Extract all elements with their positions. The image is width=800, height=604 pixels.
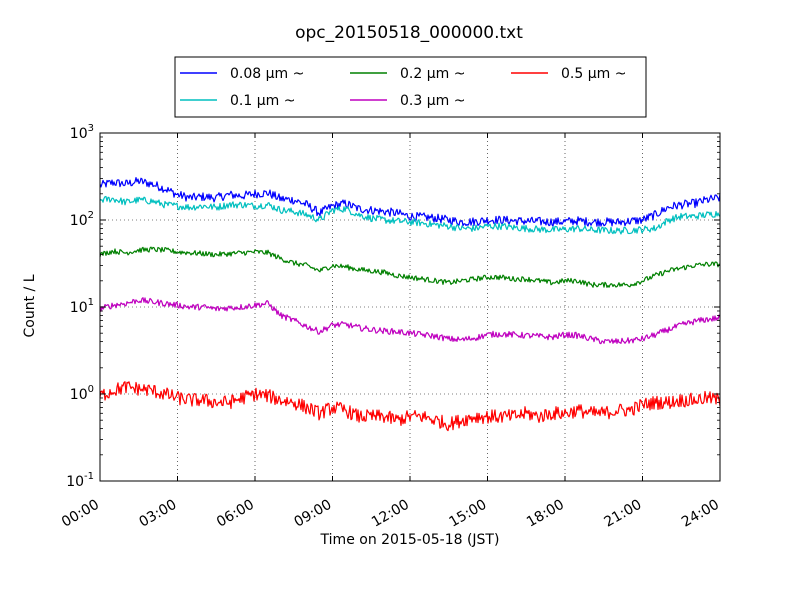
y-tick-label: 103 (70, 123, 94, 142)
x-tick-label: 21:00 (602, 497, 645, 531)
axis-ticks: 00:00 03:00 06:00 09:00 12:00 15:00 18:00 21:00… (59, 123, 722, 531)
legend-label: 0.2 μm ~ (400, 66, 465, 82)
x-tick-label: 00:00 (59, 497, 102, 531)
y-tick-exponent: 3 (88, 123, 94, 134)
x-tick-label: 12:00 (369, 497, 412, 531)
chart-title: opc_20150518_000000.txt (295, 23, 523, 43)
y-tick-base: 10 (66, 474, 84, 490)
legend-label: 0.1 μm ~ (230, 93, 295, 109)
x-tick-label: 24:00 (679, 497, 722, 531)
y-tick-label: 10-1 (66, 471, 94, 490)
y-tick-exponent: 1 (88, 297, 94, 308)
y-tick-exponent: -1 (84, 471, 94, 482)
series-line (99, 381, 721, 432)
y-tick-label: 101 (70, 297, 94, 316)
y-tick-base: 10 (70, 213, 88, 229)
y-axis-label: Count / L (22, 274, 38, 337)
y-tick-exponent: 0 (88, 384, 94, 395)
series-lines (99, 177, 721, 432)
y-tick-base: 10 (70, 126, 88, 142)
y-tick-label: 100 (70, 384, 94, 403)
legend-box (174, 56, 647, 118)
legend-label: 0.08 μm ~ (230, 66, 304, 82)
legend-label: 0.5 μm ~ (561, 66, 626, 82)
x-tick-label: 03:00 (137, 497, 180, 531)
x-tick-label: 15:00 (447, 497, 490, 531)
legend-label: 0.3 μm ~ (400, 93, 465, 109)
x-axis-label: Time on 2015-05-18 (JST) (320, 532, 500, 548)
series-line (99, 177, 721, 227)
series-line (99, 246, 721, 288)
grid-lines (100, 133, 720, 481)
series-line (99, 297, 721, 345)
series-line (99, 195, 721, 235)
y-tick-base: 10 (70, 387, 88, 403)
y-tick-base: 10 (70, 300, 88, 316)
legend: 0.08 μm ~ 0.1 μm ~ 0.2 μm ~ 0.3 μm ~ 0.5 μm … (174, 56, 647, 118)
x-tick-label: 06:00 (214, 497, 257, 531)
y-tick-exponent: 2 (88, 210, 94, 221)
x-tick-label: 18:00 (524, 497, 567, 531)
y-tick-label: 102 (70, 210, 94, 229)
x-tick-label: 09:00 (292, 497, 335, 531)
